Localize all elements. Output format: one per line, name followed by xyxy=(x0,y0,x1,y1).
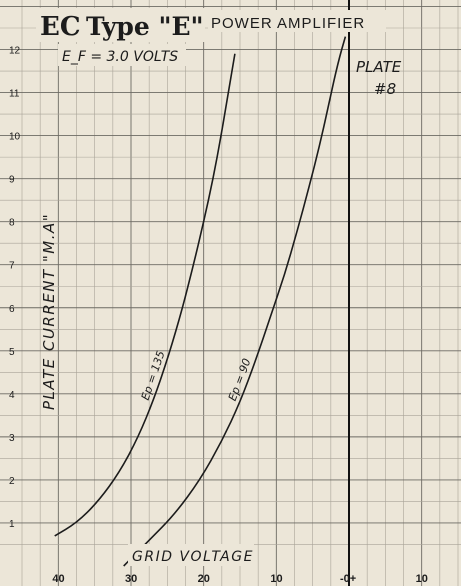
y-tick-label: 2 xyxy=(9,476,15,487)
series-line-ep135 xyxy=(54,53,236,537)
y-tick-label: 3 xyxy=(9,433,15,444)
x-tick-label: 10 xyxy=(270,573,282,585)
x-axis-label-block: GRID VOLTAGE xyxy=(128,544,254,566)
x-tick-label: 20 xyxy=(198,573,210,585)
chart-title-right: POWER AMPLIFIER xyxy=(211,15,365,32)
y-tick-label: 4 xyxy=(9,390,15,401)
y-tick-label: 7 xyxy=(9,261,15,272)
y-axis-label-block: PLATE CURRENT "M.A" xyxy=(40,213,58,410)
chart-subtitle: E_F = 3.0 VOLTS xyxy=(62,49,178,65)
title-logo: EC xyxy=(40,12,81,42)
subtitle-backdrop xyxy=(58,44,186,66)
x-tick-label: 30 xyxy=(125,573,137,585)
chart-title: Type "E" xyxy=(86,12,204,41)
y-tick-label: 1 xyxy=(9,519,15,530)
title-right-backdrop xyxy=(208,10,386,32)
y-tick-label: 11 xyxy=(9,89,20,100)
series-line-ep90 xyxy=(123,36,347,567)
y-tick-label: 5 xyxy=(9,347,15,358)
xlabel-backdrop xyxy=(128,544,254,566)
title-backdrop xyxy=(36,8,205,42)
y-tick-label: 9 xyxy=(9,175,15,186)
plate-annotation: PLATE #8 xyxy=(356,58,402,98)
y-tick-label: 8 xyxy=(9,218,15,229)
title-block: EC Type "E" POWER AMPLIFIER xyxy=(36,8,386,42)
y-axis-label: PLATE CURRENT "M.A" xyxy=(40,213,58,410)
y-tick-label: 6 xyxy=(9,304,15,315)
y-tick-label: 12 xyxy=(9,46,21,57)
x-tick-label: -0+ xyxy=(340,573,356,585)
y-tick-label: 10 xyxy=(9,132,21,143)
plate-label: PLATE xyxy=(356,58,402,76)
x-axis-label: GRID VOLTAGE xyxy=(132,549,254,565)
x-tick-label: 10 xyxy=(416,573,428,585)
subtitle-block: E_F = 3.0 VOLTS xyxy=(58,44,186,66)
plate-number: #8 xyxy=(374,80,396,98)
x-tick-label: 40 xyxy=(52,573,64,585)
